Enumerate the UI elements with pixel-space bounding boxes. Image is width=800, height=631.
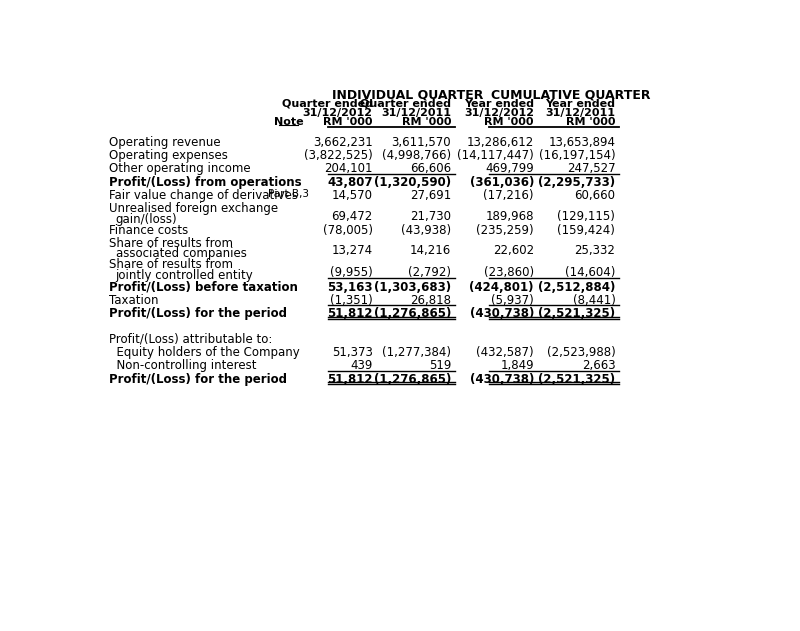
Text: Unrealised foreign exchange: Unrealised foreign exchange xyxy=(110,202,278,215)
Text: 69,472: 69,472 xyxy=(331,209,373,223)
Text: Part B,3: Part B,3 xyxy=(268,189,309,199)
Text: 247,527: 247,527 xyxy=(566,162,615,175)
Text: (235,259): (235,259) xyxy=(476,223,534,237)
Text: 43,807: 43,807 xyxy=(327,176,373,189)
Text: 31/12/2012: 31/12/2012 xyxy=(464,108,534,118)
Text: (2,521,325): (2,521,325) xyxy=(538,307,615,321)
Text: 53,163: 53,163 xyxy=(327,281,373,293)
Text: 439: 439 xyxy=(350,359,373,372)
Text: (14,117,447): (14,117,447) xyxy=(458,149,534,162)
Text: CUMULATIVE QUARTER: CUMULATIVE QUARTER xyxy=(491,89,650,102)
Text: (5,937): (5,937) xyxy=(491,293,534,307)
Text: 469,799: 469,799 xyxy=(486,162,534,175)
Text: (2,512,884): (2,512,884) xyxy=(538,281,615,293)
Text: 189,968: 189,968 xyxy=(486,209,534,223)
Text: (361,036): (361,036) xyxy=(470,176,534,189)
Text: (4,998,766): (4,998,766) xyxy=(382,149,451,162)
Text: (14,604): (14,604) xyxy=(565,266,615,279)
Text: Note: Note xyxy=(274,117,303,127)
Text: (1,277,384): (1,277,384) xyxy=(382,346,451,359)
Text: 22,602: 22,602 xyxy=(493,244,534,257)
Text: Profit/(Loss) for the period: Profit/(Loss) for the period xyxy=(110,307,287,321)
Text: INDIVIDUAL QUARTER: INDIVIDUAL QUARTER xyxy=(332,89,484,102)
Text: (2,792): (2,792) xyxy=(408,266,451,279)
Text: 31/12/2011: 31/12/2011 xyxy=(381,108,451,118)
Text: (430,738): (430,738) xyxy=(470,373,534,386)
Text: (430,738): (430,738) xyxy=(470,307,534,321)
Text: Share of results from: Share of results from xyxy=(110,237,234,250)
Text: (17,216): (17,216) xyxy=(483,189,534,202)
Text: (1,320,590): (1,320,590) xyxy=(374,176,451,189)
Text: (424,801): (424,801) xyxy=(470,281,534,293)
Text: RM '000: RM '000 xyxy=(485,117,534,127)
Text: 3,662,231: 3,662,231 xyxy=(313,136,373,149)
Text: (9,955): (9,955) xyxy=(330,266,373,279)
Text: 13,274: 13,274 xyxy=(332,244,373,257)
Text: 14,570: 14,570 xyxy=(332,189,373,202)
Text: Quarter ended: Quarter ended xyxy=(360,99,451,109)
Text: Year ended: Year ended xyxy=(464,99,534,109)
Text: Profit/(Loss) before taxation: Profit/(Loss) before taxation xyxy=(110,281,298,293)
Text: 14,216: 14,216 xyxy=(410,244,451,257)
Text: Profit/(Loss) for the period: Profit/(Loss) for the period xyxy=(110,373,287,386)
Text: (3,822,525): (3,822,525) xyxy=(304,149,373,162)
Text: Finance costs: Finance costs xyxy=(110,223,189,237)
Text: Profit/(Loss) attributable to:: Profit/(Loss) attributable to: xyxy=(110,333,273,346)
Text: Operating expenses: Operating expenses xyxy=(110,149,228,162)
Text: 13,286,612: 13,286,612 xyxy=(466,136,534,149)
Text: 13,653,894: 13,653,894 xyxy=(548,136,615,149)
Text: RM '000: RM '000 xyxy=(566,117,615,127)
Text: Other operating income: Other operating income xyxy=(110,162,251,175)
Text: 51,812: 51,812 xyxy=(327,373,373,386)
Text: 1,849: 1,849 xyxy=(500,359,534,372)
Text: RM '000: RM '000 xyxy=(402,117,451,127)
Text: 31/12/2011: 31/12/2011 xyxy=(546,108,615,118)
Text: (2,521,325): (2,521,325) xyxy=(538,373,615,386)
Text: (1,351): (1,351) xyxy=(330,293,373,307)
Text: 66,606: 66,606 xyxy=(410,162,451,175)
Text: (16,197,154): (16,197,154) xyxy=(538,149,615,162)
Text: 51,373: 51,373 xyxy=(332,346,373,359)
Text: 25,332: 25,332 xyxy=(574,244,615,257)
Text: 31/12/2012: 31/12/2012 xyxy=(302,108,373,118)
Text: Operating revenue: Operating revenue xyxy=(110,136,221,149)
Text: Quarter ended: Quarter ended xyxy=(282,99,373,109)
Text: (432,587): (432,587) xyxy=(476,346,534,359)
Text: (43,938): (43,938) xyxy=(401,223,451,237)
Text: (78,005): (78,005) xyxy=(323,223,373,237)
Text: (1,276,865): (1,276,865) xyxy=(374,373,451,386)
Text: 2,663: 2,663 xyxy=(582,359,615,372)
Text: 21,730: 21,730 xyxy=(410,209,451,223)
Text: Year ended: Year ended xyxy=(546,99,615,109)
Text: gain/(loss): gain/(loss) xyxy=(115,213,177,226)
Text: (129,115): (129,115) xyxy=(558,209,615,223)
Text: 60,660: 60,660 xyxy=(574,189,615,202)
Text: 519: 519 xyxy=(429,359,451,372)
Text: 3,611,570: 3,611,570 xyxy=(391,136,451,149)
Text: (159,424): (159,424) xyxy=(558,223,615,237)
Text: (2,523,988): (2,523,988) xyxy=(546,346,615,359)
Text: 27,691: 27,691 xyxy=(410,189,451,202)
Text: (1,276,865): (1,276,865) xyxy=(374,307,451,321)
Text: (8,441): (8,441) xyxy=(573,293,615,307)
Text: 51,812: 51,812 xyxy=(327,307,373,321)
Text: (2,295,733): (2,295,733) xyxy=(538,176,615,189)
Text: Non-controlling interest: Non-controlling interest xyxy=(110,359,257,372)
Text: Share of results from: Share of results from xyxy=(110,258,234,271)
Text: Equity holders of the Company: Equity holders of the Company xyxy=(110,346,300,359)
Text: Taxation: Taxation xyxy=(110,293,158,307)
Text: RM '000: RM '000 xyxy=(323,117,373,127)
Text: associated companies: associated companies xyxy=(115,247,246,261)
Text: (1,303,683): (1,303,683) xyxy=(374,281,451,293)
Text: 204,101: 204,101 xyxy=(324,162,373,175)
Text: jointly controlled entity: jointly controlled entity xyxy=(115,269,254,282)
Text: Fair value change of derivatives: Fair value change of derivatives xyxy=(110,189,298,202)
Text: (23,860): (23,860) xyxy=(484,266,534,279)
Text: Profit/(Loss) from operations: Profit/(Loss) from operations xyxy=(110,176,302,189)
Text: 26,818: 26,818 xyxy=(410,293,451,307)
